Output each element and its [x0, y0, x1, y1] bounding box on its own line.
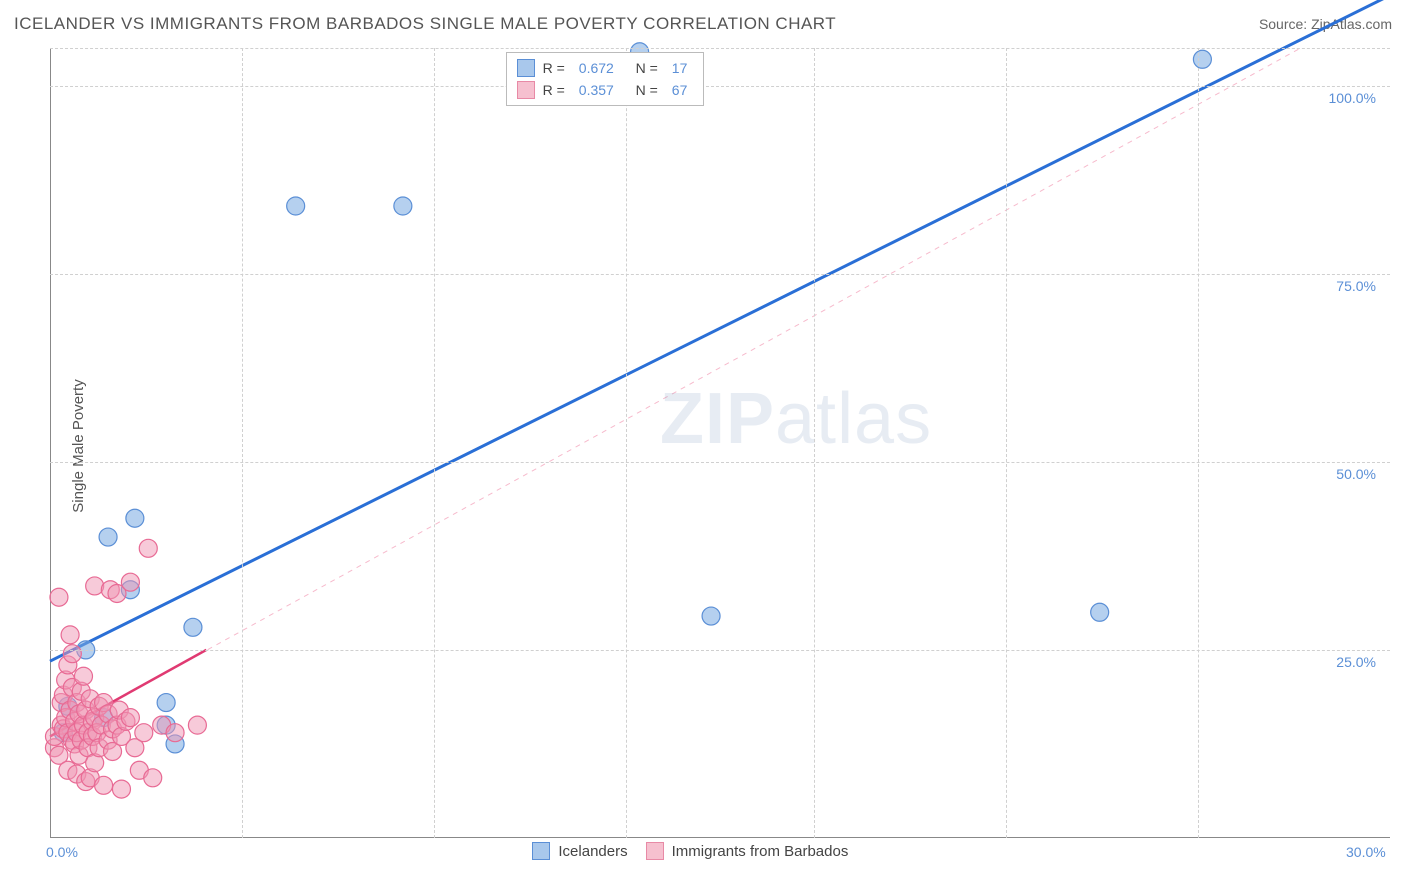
scatter-point: [75, 667, 93, 685]
scatter-point: [50, 588, 68, 606]
scatter-point: [157, 694, 175, 712]
legend-stats: R = 0.672 N = 17 R = 0.357 N = 67: [506, 52, 705, 106]
scatter-chart-svg: [50, 48, 1390, 838]
legend-item: Icelanders: [532, 842, 627, 860]
scatter-point: [139, 539, 157, 557]
scatter-point: [121, 709, 139, 727]
stat-r-label: R =: [543, 60, 565, 76]
scatter-point: [1193, 50, 1211, 68]
x-tick-label: 30.0%: [1346, 844, 1386, 860]
scatter-point: [95, 776, 113, 794]
stat-n-label: N =: [628, 60, 658, 76]
legend-series: Icelanders Immigrants from Barbados: [532, 842, 848, 860]
gridline-vertical: [434, 48, 435, 838]
scatter-point: [126, 509, 144, 527]
legend-swatch: [646, 842, 664, 860]
plot-area: ZIPatlas 25.0%50.0%75.0%100.0%0.0%30.0%R…: [50, 48, 1390, 838]
gridline-horizontal: [50, 274, 1390, 275]
legend-swatch: [517, 59, 535, 77]
legend-label: Immigrants from Barbados: [672, 843, 849, 860]
gridline-vertical: [626, 48, 627, 838]
trend-line: [50, 0, 1390, 661]
legend-swatch: [532, 842, 550, 860]
scatter-point: [99, 528, 117, 546]
scatter-point: [1091, 603, 1109, 621]
gridline-vertical: [1006, 48, 1007, 838]
y-tick-label: 75.0%: [1336, 278, 1376, 294]
gridline-vertical: [242, 48, 243, 838]
gridline-horizontal: [50, 86, 1390, 87]
gridline-horizontal: [50, 462, 1390, 463]
scatter-point: [61, 626, 79, 644]
chart-source: Source: ZipAtlas.com: [1259, 16, 1392, 32]
stat-r-value: 0.672: [573, 60, 620, 76]
scatter-point: [135, 724, 153, 742]
legend-swatch: [517, 81, 535, 99]
scatter-point: [394, 197, 412, 215]
legend-label: Icelanders: [558, 843, 627, 860]
stat-n-value: 17: [666, 60, 694, 76]
scatter-point: [702, 607, 720, 625]
scatter-point: [184, 618, 202, 636]
chart-title: ICELANDER VS IMMIGRANTS FROM BARBADOS SI…: [14, 14, 836, 34]
scatter-point: [188, 716, 206, 734]
chart-header: ICELANDER VS IMMIGRANTS FROM BARBADOS SI…: [0, 0, 1406, 40]
stat-r-label: R =: [543, 82, 565, 98]
gridline-vertical: [1198, 48, 1199, 838]
stat-n-value: 67: [666, 82, 694, 98]
legend-stats-row: R = 0.357 N = 67: [517, 79, 694, 101]
stat-r-value: 0.357: [573, 82, 620, 98]
y-tick-label: 50.0%: [1336, 466, 1376, 482]
scatter-point: [287, 197, 305, 215]
gridline-vertical: [814, 48, 815, 838]
scatter-point: [63, 645, 81, 663]
legend-stats-row: R = 0.672 N = 17: [517, 57, 694, 79]
x-tick-label: 0.0%: [46, 844, 78, 860]
scatter-point: [166, 724, 184, 742]
stat-n-label: N =: [628, 82, 658, 98]
scatter-point: [121, 573, 139, 591]
scatter-point: [86, 577, 104, 595]
y-tick-label: 25.0%: [1336, 654, 1376, 670]
gridline-horizontal: [50, 48, 1390, 49]
scatter-point: [144, 769, 162, 787]
scatter-point: [112, 780, 130, 798]
legend-item: Immigrants from Barbados: [646, 842, 849, 860]
trend-line-dashed: [50, 48, 1301, 736]
gridline-horizontal: [50, 650, 1390, 651]
y-tick-label: 100.0%: [1329, 90, 1376, 106]
